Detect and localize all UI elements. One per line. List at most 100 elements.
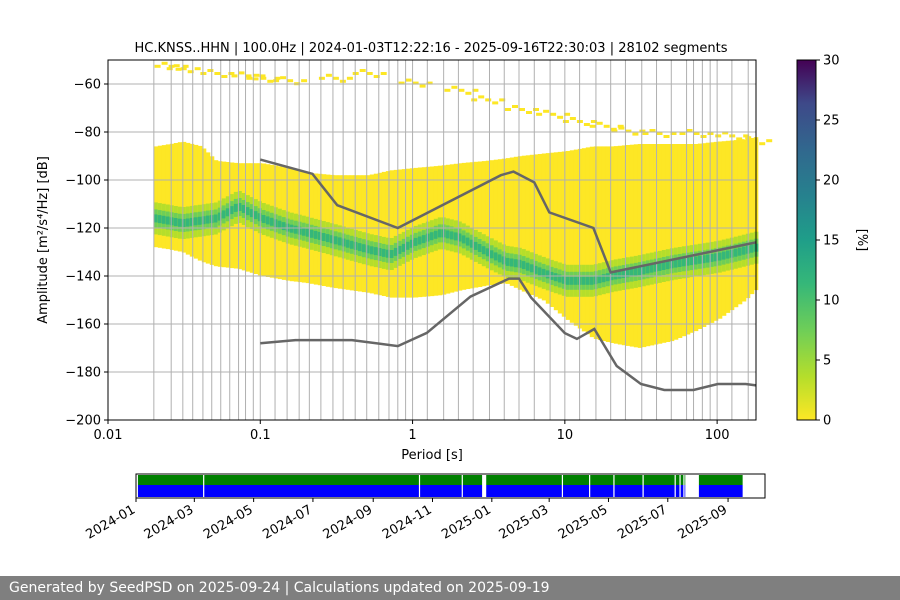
heat-outlier — [663, 135, 670, 138]
heat-outlier — [590, 120, 597, 123]
heat-column — [517, 156, 523, 290]
heat-column — [677, 144, 683, 338]
heat-outlier — [617, 124, 624, 128]
heat-band-core — [269, 217, 275, 226]
timeline-tick-label: 2024-05 — [201, 502, 256, 542]
heat-column — [173, 143, 179, 251]
heat-outlier — [625, 129, 632, 133]
heat-column — [369, 174, 375, 294]
timeline-axis-ticks: 2024-01 2024-03 2024-05 2024-07 2024-09 2024-… — [83, 498, 730, 543]
heat-outlier — [245, 74, 252, 78]
heat-outlier — [246, 76, 253, 80]
heat-band-core — [237, 203, 243, 211]
heat-band-core — [213, 214, 219, 223]
heat-band-core — [385, 249, 391, 258]
footer-note: Generated by SeedPSD on 2025-09-24 | Cal… — [0, 576, 900, 600]
heat-column — [641, 144, 647, 348]
heat-band-core — [637, 267, 643, 276]
heat-outlier — [207, 69, 214, 72]
heat-column — [621, 145, 627, 346]
heat-outlier — [166, 67, 173, 71]
heat-outlier — [485, 98, 492, 102]
heat-column — [177, 142, 183, 252]
heat-band-core — [597, 275, 603, 284]
heat-outlier — [346, 76, 353, 80]
heat-column — [161, 145, 167, 249]
heat-column — [657, 144, 663, 344]
heat-outlier — [722, 131, 729, 135]
heat-band-core — [533, 265, 539, 274]
heat-outlier — [743, 134, 750, 138]
heat-column — [713, 141, 719, 321]
heat-outlier — [214, 72, 221, 75]
heat-band-core — [177, 218, 183, 227]
heat-column — [489, 160, 495, 285]
heat-column — [661, 144, 667, 343]
heat-band-core — [689, 257, 695, 266]
heat-outlier — [173, 64, 180, 68]
heat-band-core — [705, 254, 711, 263]
heat-band-core — [369, 246, 375, 255]
heat-band-core — [709, 253, 715, 262]
heat-band-core — [293, 225, 299, 234]
timeline-tick-label: 2024-03 — [142, 502, 197, 542]
timeline-gap — [589, 475, 591, 497]
heat-column — [673, 144, 679, 340]
heat-column — [529, 154, 535, 295]
heat-outlier — [260, 76, 267, 80]
heat-band-core — [625, 269, 631, 278]
heat-column — [497, 159, 503, 284]
heat-band-core — [717, 252, 723, 261]
heat-outlier — [642, 132, 649, 135]
heat-column — [493, 159, 499, 285]
heat-band-core — [317, 231, 323, 240]
heat-band-core — [381, 248, 387, 257]
heat-band-core — [645, 265, 651, 274]
heat-band-core — [693, 256, 699, 265]
heat-outlier — [562, 120, 569, 123]
heat-band-core — [433, 230, 439, 239]
heat-outlier — [738, 139, 745, 143]
heat-column — [377, 172, 383, 296]
heat-band-core — [537, 267, 543, 276]
heat-band-core — [513, 259, 519, 268]
y-tick-label: −120 — [65, 222, 101, 237]
heat-column — [613, 146, 619, 344]
heat-column — [521, 155, 527, 292]
heat-band-core — [701, 255, 707, 264]
heat-band-core — [429, 232, 435, 241]
timeline-tick-label: 2025-09 — [676, 502, 731, 542]
heat-outlier — [766, 139, 773, 143]
heat-band-core — [581, 276, 587, 285]
x-axis-label: Period [s] — [401, 448, 463, 463]
heat-outlier — [603, 124, 610, 128]
heat-outlier — [373, 75, 380, 78]
heat-band-core — [325, 234, 331, 243]
nlnm-curve — [260, 277, 757, 392]
heat-column — [373, 173, 379, 295]
heat-column — [649, 144, 655, 346]
heat-column — [157, 145, 163, 248]
heat-outlier — [512, 105, 518, 108]
heat-band-core — [241, 205, 247, 213]
heat-outlier — [752, 139, 759, 143]
heat-band-core — [205, 215, 211, 224]
heat-band-core — [617, 270, 623, 279]
heat-band-core — [553, 273, 559, 282]
heat-outlier — [194, 67, 201, 71]
heat-outlier — [700, 135, 707, 138]
heat-band-core — [309, 229, 315, 238]
timeline-gap — [674, 475, 676, 497]
heat-band-core — [301, 227, 307, 236]
heat-band-core — [741, 246, 747, 255]
heat-band-core — [521, 261, 527, 270]
heat-column — [689, 144, 695, 333]
heat-band-core — [629, 268, 635, 277]
heat-column — [509, 157, 515, 286]
heat-band-core — [685, 257, 691, 266]
heat-band-core — [193, 217, 199, 226]
heat-band-core — [421, 235, 427, 244]
heat-outlier — [259, 74, 266, 78]
heat-outlier — [478, 95, 485, 99]
heat-outlier — [715, 134, 722, 138]
